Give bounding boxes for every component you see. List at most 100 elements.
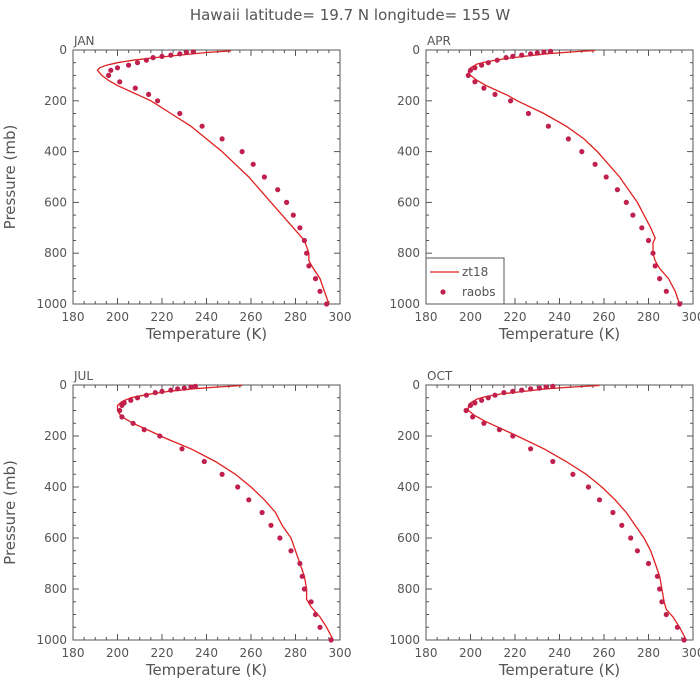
legend: zt18 raobs xyxy=(425,257,505,305)
x-tick-label: 180 xyxy=(415,310,438,324)
x-tick-label: 220 xyxy=(504,310,527,324)
raobs-point xyxy=(525,110,532,117)
legend-marker-label: raobs xyxy=(462,285,496,299)
raobs-point xyxy=(470,414,476,420)
y-tick-label: 800 xyxy=(44,246,67,260)
raobs-point xyxy=(663,288,669,294)
legend-line-label: zt18 xyxy=(462,265,488,279)
raobs-point xyxy=(592,161,598,167)
raobs-point xyxy=(297,560,303,567)
raobs-point xyxy=(674,624,681,630)
x-tick-label: 300 xyxy=(329,310,352,324)
panels: JAN 180 200 220 240 260 280 300 0 200 400 600 800 100… xyxy=(1,34,700,679)
raobs-point xyxy=(463,407,469,414)
y-tick-label: 200 xyxy=(397,429,420,443)
raobs-point xyxy=(219,471,225,477)
y-tick-label: 400 xyxy=(397,480,420,494)
raobs-point xyxy=(268,522,274,528)
raobs-point xyxy=(659,599,665,605)
y-tick-label: 200 xyxy=(44,429,67,443)
raobs-point xyxy=(545,123,552,129)
raobs-point xyxy=(304,250,310,256)
series-line-zt18 xyxy=(116,384,334,641)
y-tick-label: 200 xyxy=(397,94,420,108)
raobs-point xyxy=(130,420,136,426)
x-tick-label: 180 xyxy=(415,646,438,660)
plot-frame xyxy=(72,384,341,641)
y-tick-label: 1000 xyxy=(389,297,420,311)
raobs-point xyxy=(479,397,485,403)
raobs-point xyxy=(177,51,183,57)
raobs-point xyxy=(297,225,303,231)
raobs-point xyxy=(645,237,652,244)
x-tick-label: 180 xyxy=(62,310,85,324)
y-tick-label: 600 xyxy=(44,195,67,209)
raobs-point xyxy=(117,79,123,85)
x-tick-label: 260 xyxy=(593,646,616,660)
raobs-point xyxy=(472,65,478,71)
raobs-point xyxy=(141,427,147,433)
raobs-point xyxy=(565,136,572,142)
raobs-point xyxy=(543,384,549,390)
raobs-point xyxy=(603,174,609,180)
y-tick-label: 1000 xyxy=(389,633,420,647)
raobs-point xyxy=(259,509,265,516)
raobs-point xyxy=(168,387,174,393)
raobs-point xyxy=(328,637,334,643)
raobs-point xyxy=(548,48,554,54)
raobs-point xyxy=(496,427,502,433)
x-axis-label: Temperature (K) xyxy=(145,661,267,679)
raobs-point xyxy=(201,458,207,465)
plot-frame xyxy=(72,49,341,305)
legend-marker-swatch xyxy=(440,289,446,295)
raobs-point xyxy=(494,57,500,63)
raobs-point xyxy=(246,497,252,503)
raobs-point xyxy=(481,85,487,91)
series-line-zt18 xyxy=(467,384,687,641)
raobs-point xyxy=(277,535,283,541)
y-tick-label: 800 xyxy=(397,246,420,260)
raobs-point xyxy=(485,395,491,401)
x-tick-label: 300 xyxy=(329,646,352,660)
x-tick-label: 260 xyxy=(593,310,616,324)
x-tick-label: 220 xyxy=(504,646,527,660)
raobs-point xyxy=(492,91,498,97)
raobs-point xyxy=(317,288,323,294)
raobs-point xyxy=(190,49,196,55)
raobs-point xyxy=(159,388,165,394)
chart-panel-jan: JAN 180 200 220 240 260 280 300 0 200 400 600 800 100… xyxy=(1,34,351,343)
raobs-point xyxy=(654,573,661,579)
y-tick-label: 800 xyxy=(397,582,420,596)
y-tick-label: 0 xyxy=(412,378,420,392)
raobs-point xyxy=(152,390,158,396)
x-tick-label: 300 xyxy=(682,646,700,660)
raobs-point xyxy=(134,60,141,66)
raobs-point xyxy=(117,407,123,414)
raobs-point xyxy=(312,611,319,618)
raobs-point xyxy=(261,174,267,180)
panel-label: JAN xyxy=(73,34,95,48)
raobs-point xyxy=(126,62,132,68)
raobs-point xyxy=(317,624,323,630)
raobs-point xyxy=(510,53,516,60)
x-tick-label: 240 xyxy=(548,646,571,660)
y-axis-label: Pressure (mb) xyxy=(1,460,19,565)
y-tick-label: 0 xyxy=(412,43,420,57)
raobs-point xyxy=(192,383,198,389)
raobs-point xyxy=(639,225,645,231)
x-tick-label: 240 xyxy=(195,646,218,660)
raobs-point xyxy=(467,402,474,408)
raobs-point xyxy=(150,55,156,61)
raobs-point xyxy=(324,301,330,307)
raobs-point xyxy=(503,55,509,61)
y-tick-label: 1000 xyxy=(36,633,67,647)
raobs-point xyxy=(510,388,516,394)
y-axis-label: Pressure (mb) xyxy=(1,125,19,230)
raobs-point xyxy=(479,62,485,68)
y-tick-label: 600 xyxy=(397,195,420,209)
raobs-point xyxy=(681,637,687,643)
x-tick-label: 180 xyxy=(62,646,85,660)
raobs-point xyxy=(579,149,585,155)
x-tick-label: 200 xyxy=(106,646,129,660)
